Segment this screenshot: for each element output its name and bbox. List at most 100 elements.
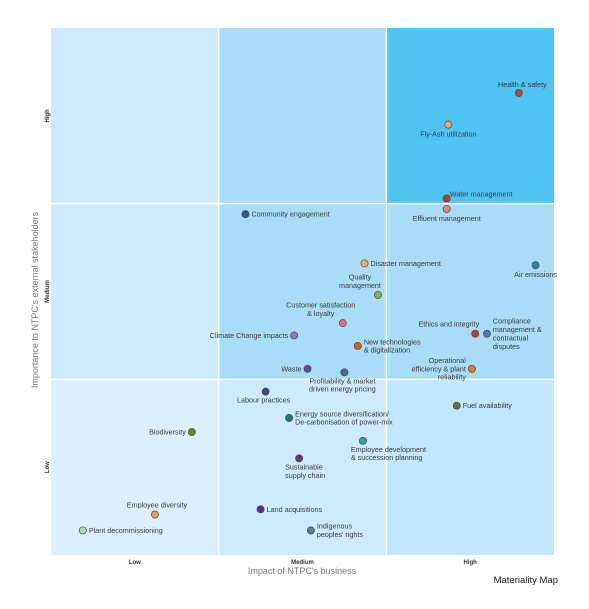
data-point-marker bbox=[187, 428, 196, 436]
data-point-label-line: Sustainable bbox=[285, 462, 323, 471]
data-point-label-line: Effluent management bbox=[413, 214, 481, 223]
data-point-group: Operational efficiency & plant reliability bbox=[412, 356, 476, 382]
data-point-label: Sustainable supply chain bbox=[285, 462, 325, 479]
data-point-marker bbox=[374, 291, 382, 299]
data-point-label-line: Biodiversity bbox=[149, 428, 186, 437]
data-point-label-line: Quality bbox=[349, 273, 372, 282]
data-point-label-line: Land acquisitions bbox=[267, 505, 323, 514]
x-tick-label: Low bbox=[129, 560, 141, 566]
data-point-label-line: Waste bbox=[281, 364, 301, 373]
data-point-label-line: Water management bbox=[450, 189, 513, 198]
data-point-label-line: Operational bbox=[429, 356, 467, 365]
data-point-marker bbox=[442, 194, 451, 203]
zone-2-0 bbox=[386, 379, 554, 555]
data-point-label-line: peoples' rights bbox=[317, 530, 364, 539]
data-point-label: Quality management bbox=[339, 273, 381, 290]
zone-1-2 bbox=[218, 28, 387, 204]
x-tick-label: High bbox=[463, 560, 477, 566]
data-point-marker bbox=[531, 261, 540, 270]
data-point-label-line: disputes bbox=[493, 342, 520, 351]
data-point-label-line: & loyalty bbox=[307, 309, 335, 318]
data-point-group: Labour practices bbox=[237, 387, 291, 405]
zone-1-0 bbox=[218, 379, 387, 555]
data-point-marker bbox=[353, 342, 362, 350]
data-point-label-line: supply chain bbox=[285, 471, 325, 480]
data-point-label: Employee development & succession plannin… bbox=[351, 445, 426, 462]
data-point-label-line: Employee diversity bbox=[127, 501, 188, 510]
data-point-label: Air emissions bbox=[514, 270, 557, 279]
x-axis-label: Impact of NTPC's business bbox=[248, 566, 357, 576]
data-point-label: Plant decommissioning bbox=[89, 526, 163, 535]
data-point-group: Climate Change impacts bbox=[210, 331, 299, 340]
data-point-group: Health & safety bbox=[498, 80, 547, 97]
data-point-label-line: Air emissions bbox=[514, 270, 557, 279]
data-point-marker bbox=[482, 329, 491, 338]
data-point-group: Biodiversity bbox=[149, 428, 196, 437]
data-point-label-line: De-carbonisation of power-mix bbox=[295, 418, 393, 427]
matrix-gridlines bbox=[51, 28, 554, 555]
data-point-label: Operational efficiency & plant reliability bbox=[412, 356, 467, 382]
data-point-marker bbox=[295, 454, 304, 463]
data-point-label: Effluent management bbox=[413, 214, 481, 223]
data-point-label-line: Energy source diversification/ bbox=[295, 409, 389, 418]
data-point-label-line: driven energy pricing bbox=[309, 385, 376, 394]
data-point-label-line: Plant decommissioning bbox=[89, 526, 163, 535]
data-point-marker bbox=[340, 368, 349, 377]
data-point-group: Employee development & succession plannin… bbox=[351, 436, 426, 462]
data-point-marker bbox=[514, 89, 523, 97]
data-point-group: Compliance management & contractual dispute… bbox=[482, 317, 542, 351]
zone-2-1 bbox=[386, 203, 554, 380]
data-point-group: Sustainable supply chain bbox=[285, 454, 325, 480]
zone-1-1 bbox=[218, 203, 387, 380]
y-tick-label: Low bbox=[45, 461, 51, 473]
data-point-group: Fuel availability bbox=[452, 401, 512, 410]
data-point-label-line: Indigenous bbox=[317, 522, 353, 531]
data-point-label: Climate Change impacts bbox=[210, 331, 289, 340]
data-point-label-line: Employee development bbox=[351, 445, 426, 454]
data-point-label-line: & digitalization bbox=[364, 346, 410, 355]
data-point-marker bbox=[78, 526, 87, 535]
data-point-label: Customer satisfaction & loyalty bbox=[286, 301, 355, 318]
data-point-group: Ethics and integrity bbox=[418, 320, 480, 338]
data-point-group: Water management bbox=[442, 189, 513, 203]
data-point-label-line: & succession planning bbox=[351, 453, 423, 462]
data-point-marker bbox=[452, 401, 461, 410]
data-point-marker bbox=[338, 319, 347, 328]
data-point-marker bbox=[303, 364, 312, 373]
data-point-label-line: Labour practices bbox=[237, 396, 291, 405]
data-point-label-line: Community engagement bbox=[251, 210, 329, 219]
data-point-marker bbox=[241, 210, 250, 219]
data-point-marker bbox=[306, 526, 315, 535]
data-point-marker bbox=[360, 259, 369, 268]
y-tick-label: Medium bbox=[45, 280, 51, 303]
data-point-group: Community engagement bbox=[241, 210, 330, 219]
data-point-group: Quality management bbox=[339, 273, 382, 299]
data-point-group: Waste bbox=[281, 364, 312, 373]
data-point-label: Employee diversity bbox=[127, 501, 188, 510]
data-points: Health & safety Fly-Ash utilization Water … bbox=[78, 80, 557, 539]
data-point-label: Biodiversity bbox=[149, 428, 186, 437]
data-point-marker bbox=[261, 387, 270, 396]
zone-0-2 bbox=[51, 28, 219, 204]
data-point-label-line: Compliance bbox=[493, 317, 531, 326]
data-point-label: Water management bbox=[450, 189, 513, 198]
data-point-marker bbox=[256, 505, 265, 514]
data-point-label-line: management & bbox=[493, 325, 542, 334]
data-point-group: Customer satisfaction & loyalty bbox=[286, 301, 355, 328]
data-point-marker bbox=[467, 364, 476, 373]
chart-caption: Materiality Map bbox=[494, 575, 558, 586]
data-point-label: Ethics and integrity bbox=[418, 320, 479, 329]
data-point-label: Labour practices bbox=[237, 396, 291, 405]
data-point-group: Plant decommissioning bbox=[78, 526, 163, 535]
data-point-group: Fly-Ash utilization bbox=[420, 120, 477, 139]
data-point-label-line: Climate Change impacts bbox=[210, 331, 289, 340]
data-point-group: Effluent management bbox=[413, 204, 481, 223]
data-point-marker bbox=[358, 436, 367, 445]
data-point-label: Community engagement bbox=[251, 210, 329, 219]
data-point-group: Profitability & market driven energy pric… bbox=[309, 368, 376, 394]
data-point-label-line: efficiency & plant bbox=[412, 364, 466, 373]
matrix-zones bbox=[51, 28, 554, 555]
data-point-label-line: Profitability & market bbox=[309, 376, 375, 385]
data-point-label: Energy source diversification/De-carboni… bbox=[295, 409, 393, 426]
